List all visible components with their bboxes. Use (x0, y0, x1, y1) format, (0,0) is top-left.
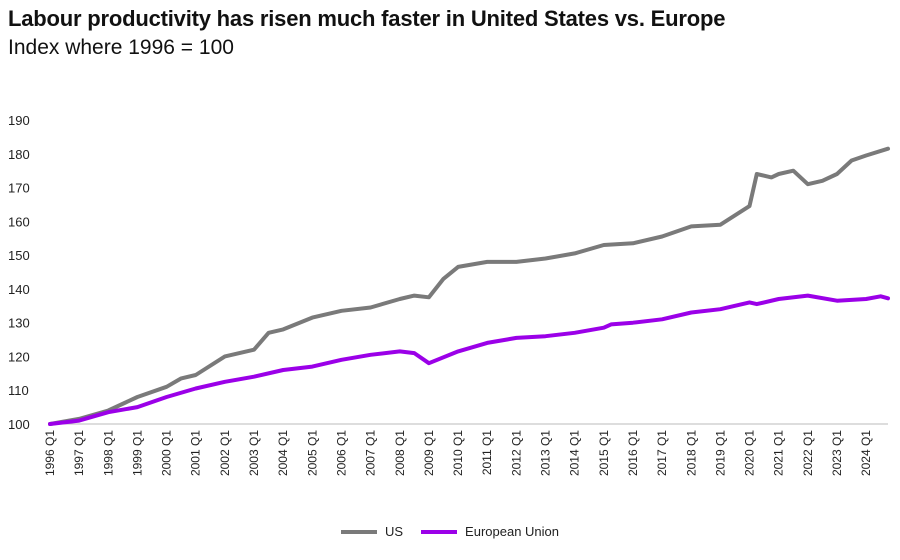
x-tick-label: 2020 Q1 (743, 430, 757, 476)
x-tick-label: 2011 Q1 (480, 430, 494, 475)
x-tick-label: 2008 Q1 (393, 430, 407, 476)
x-tick-label: 2016 Q1 (626, 430, 640, 476)
x-tick-label: 2017 Q1 (655, 430, 669, 476)
x-tick-label: 2009 Q1 (422, 430, 436, 476)
legend-swatch-eu (421, 529, 458, 534)
y-tick-label: 190 (8, 113, 30, 128)
x-tick-label: 2013 Q1 (539, 430, 553, 476)
x-tick-label: 2002 Q1 (218, 430, 232, 476)
x-tick-label: 2018 Q1 (684, 430, 698, 476)
legend-label-eu: European Union (465, 524, 560, 539)
x-tick-label: 2007 Q1 (364, 430, 378, 476)
x-tick-label: 2023 Q1 (830, 430, 844, 476)
y-tick-label: 180 (8, 147, 30, 162)
y-tick-label: 100 (8, 417, 30, 432)
x-tick-label: 1999 Q1 (130, 430, 144, 476)
x-tick-label: 2015 Q1 (597, 430, 611, 476)
series-line-eu (48, 293, 890, 426)
x-tick-label: 1998 Q1 (101, 430, 115, 476)
x-tick-label: 1996 Q1 (43, 430, 57, 476)
x-tick-label: 2019 Q1 (713, 430, 727, 476)
y-tick-label: 120 (8, 349, 30, 364)
legend-item-eu: European Union (421, 524, 559, 539)
chart-title: Labour productivity has risen much faste… (8, 6, 726, 31)
x-tick-label: 2024 Q1 (859, 430, 873, 476)
y-tick-label: 130 (8, 316, 30, 331)
x-tick-label: 2003 Q1 (247, 430, 261, 476)
y-tick-label: 110 (8, 383, 29, 398)
x-tick-label: 2006 Q1 (334, 430, 348, 476)
x-tick-label: 2014 Q1 (568, 430, 582, 476)
x-tick-label: 2004 Q1 (276, 430, 290, 476)
y-axis-ticks: 100 110 120 130 140 150 160 170 180 190 (8, 113, 30, 432)
y-tick-label: 170 (8, 181, 30, 196)
x-tick-label: 1997 Q1 (72, 430, 86, 476)
x-tick-label: 2005 Q1 (305, 430, 319, 476)
x-tick-label: 2001 Q1 (189, 430, 203, 476)
x-tick-label: 2021 Q1 (772, 430, 786, 476)
x-tick-label: 2010 Q1 (451, 430, 465, 476)
legend-label-us: US (384, 524, 404, 539)
x-tick-label: 2012 Q1 (509, 430, 523, 476)
x-axis-ticks: 1996 Q1 1997 Q1 1998 Q1 1999 Q1 2000 Q1 2001 … (43, 430, 873, 476)
y-tick-label: 160 (8, 214, 30, 229)
legend-item-us: US (340, 524, 404, 539)
legend: US European Union (0, 524, 900, 539)
y-tick-label: 150 (8, 248, 30, 263)
x-tick-label: 2022 Q1 (801, 430, 815, 476)
series-group (48, 146, 890, 426)
x-tick-label: 2000 Q1 (160, 430, 174, 476)
chart-subtitle: Index where 1996 = 100 (8, 36, 234, 59)
legend-swatch-us (340, 529, 377, 534)
series-line-us (48, 146, 890, 426)
y-tick-label: 140 (8, 282, 30, 297)
